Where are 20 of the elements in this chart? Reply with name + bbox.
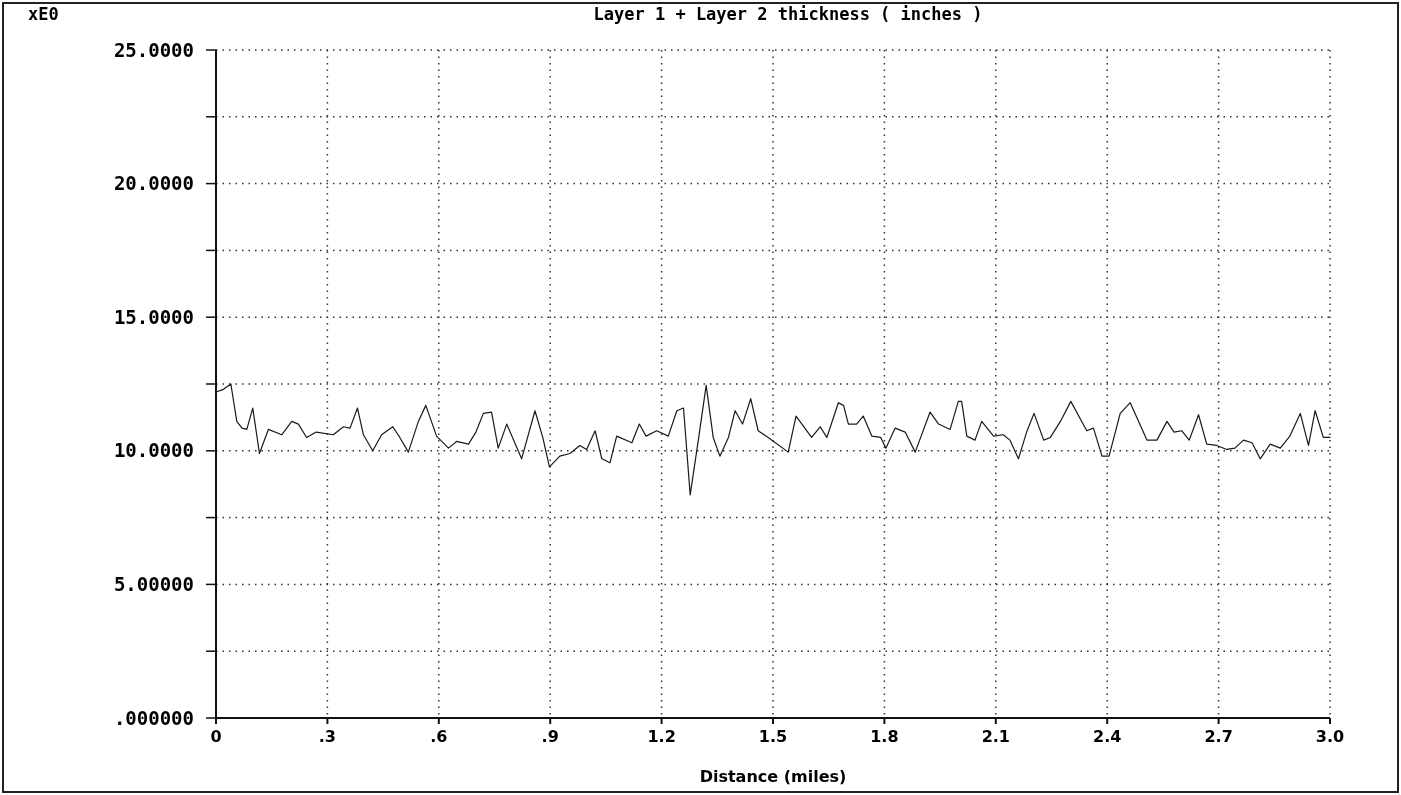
y-tick-label: 25.0000 (113, 38, 194, 61)
x-tick-label: .6 (430, 727, 448, 746)
y-tick-label: 15.0000 (113, 305, 194, 328)
x-tick-label: .3 (318, 727, 337, 746)
x-tick-label: 2.1 (981, 727, 1010, 746)
x-tick-label: 1.5 (758, 727, 788, 746)
y-tick-label: 10.0000 (113, 439, 194, 462)
x-tick-label: 2.4 (1093, 727, 1122, 746)
x-axis-title: Distance (miles) (699, 766, 847, 786)
chart-title: Layer 1 + Layer 2 thickness ( inches ) (593, 3, 983, 24)
x-tick-label: 1.2 (647, 727, 676, 746)
x-tick-label: 2.7 (1204, 727, 1233, 746)
x-tick-label: .9 (541, 727, 559, 746)
x-tick-label: 3.0 (1315, 727, 1345, 746)
y-axis-title: xE0 (28, 3, 59, 24)
y-tick-label: 20.0000 (113, 172, 194, 195)
y-tick-label: 5.00000 (113, 573, 194, 596)
x-tick-label: 0 (210, 727, 222, 746)
x-tick-label: 1.8 (870, 727, 899, 746)
y-tick-label: .000000 (113, 706, 194, 729)
